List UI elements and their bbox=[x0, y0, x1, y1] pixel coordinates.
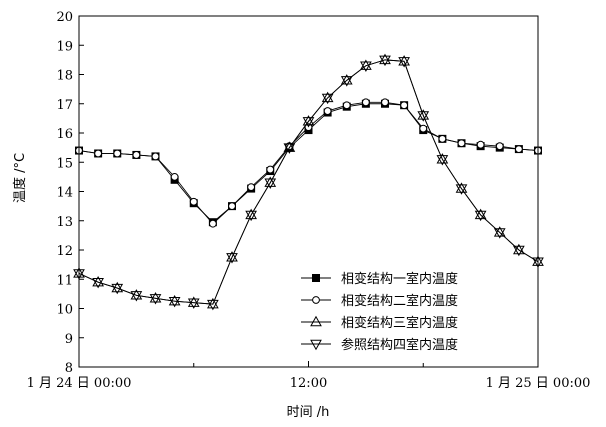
series-4-point-22 bbox=[493, 228, 506, 239]
y-tick-label-7: 15 bbox=[56, 156, 73, 171]
series-2-point-14 bbox=[342, 101, 351, 110]
x-axis-title: 时间 /h bbox=[287, 405, 330, 420]
series-2-point-1 bbox=[94, 149, 103, 158]
legend-label-1: 相变结构一室内温度 bbox=[341, 271, 458, 287]
series-4-line bbox=[78, 59, 539, 305]
legend-item-4: 参照结构四室内温度 bbox=[301, 337, 458, 353]
plot-area bbox=[73, 53, 544, 311]
series-2-point-10 bbox=[266, 165, 275, 174]
legend-marker-3 bbox=[310, 315, 322, 327]
series-4-point-17 bbox=[398, 57, 410, 68]
series-2-point-7 bbox=[208, 219, 217, 228]
legend-marker-1 bbox=[312, 274, 320, 282]
legend-item-2: 相变结构二室内温度 bbox=[301, 293, 458, 309]
series-3-point-20 bbox=[455, 182, 468, 193]
y-axis-title: 温度 /°C bbox=[12, 153, 28, 203]
legend-marker-4 bbox=[310, 339, 322, 351]
y-tick-label-0: 8 bbox=[65, 361, 73, 376]
series-4-point-9 bbox=[245, 210, 257, 222]
legend-label-4: 参照结构四室内温度 bbox=[341, 337, 458, 353]
series-3-point-14 bbox=[340, 74, 353, 85]
series-4-point-3 bbox=[130, 291, 143, 302]
series-2-point-5 bbox=[170, 172, 179, 181]
series-4-point-2 bbox=[111, 283, 124, 295]
series-3-point-16 bbox=[379, 53, 391, 65]
x-tick-label-2: 1 月 25 日 00:00 bbox=[486, 376, 591, 391]
series-2-point-21 bbox=[476, 140, 485, 149]
y-tick-label-10: 18 bbox=[56, 69, 73, 84]
series-3-point-6 bbox=[187, 296, 200, 307]
series-4-point-11 bbox=[283, 143, 296, 154]
series-3-point-18 bbox=[417, 109, 430, 120]
axes: 8 9 10 11 12 13 14 15 16 17 18 19 20 1 月 24 日 00:00 12… bbox=[27, 10, 591, 391]
legend-item-3: 相变结构三室内温度 bbox=[301, 315, 458, 331]
series-4-point-8 bbox=[226, 253, 238, 264]
y-tick-label-12: 20 bbox=[56, 10, 73, 25]
series-4-point-14 bbox=[340, 76, 353, 87]
series-4-point-10 bbox=[264, 178, 277, 189]
series-4-point-5 bbox=[168, 296, 181, 308]
series-2-point-4 bbox=[151, 152, 160, 161]
series-2-point-15 bbox=[361, 98, 370, 107]
y-tick-label-5: 13 bbox=[56, 215, 73, 230]
series-3-point-13 bbox=[321, 91, 334, 103]
y-tick-label-8: 16 bbox=[56, 127, 73, 142]
y-tick-label-9: 17 bbox=[56, 98, 73, 113]
series-2-point-2 bbox=[113, 149, 122, 158]
series-2-point-17 bbox=[400, 101, 409, 110]
series-3-point-21 bbox=[474, 208, 487, 220]
series-3-point-19 bbox=[436, 153, 449, 164]
series-3-point-17 bbox=[398, 55, 410, 66]
series-2-point-19 bbox=[438, 134, 447, 143]
series-4-point-12 bbox=[302, 117, 315, 128]
series-2-point-18 bbox=[419, 124, 428, 133]
series-4-point-7 bbox=[207, 299, 219, 311]
series-3-point-7 bbox=[207, 297, 219, 309]
series-4-point-23 bbox=[513, 245, 525, 257]
series-4-point-13 bbox=[321, 93, 334, 105]
series-3-point-11 bbox=[283, 141, 296, 152]
x-tick-label-1: 12:00 bbox=[290, 376, 327, 391]
series-2-point-22 bbox=[495, 142, 504, 151]
y-tick-label-6: 14 bbox=[56, 186, 73, 201]
series-2-point-3 bbox=[132, 151, 141, 159]
series-4-point-20 bbox=[455, 184, 468, 195]
series-2-point-9 bbox=[247, 183, 256, 192]
x-tick-label-0: 1 月 24 日 00:00 bbox=[27, 376, 132, 391]
legend-marker-2 bbox=[312, 296, 320, 304]
series-3-point-9 bbox=[245, 208, 257, 220]
series-2-point-20 bbox=[457, 139, 466, 148]
series-3-point-23 bbox=[513, 243, 525, 255]
series-2-point-23 bbox=[514, 145, 523, 153]
series-2-point-8 bbox=[228, 202, 236, 211]
series-2-point-16 bbox=[381, 98, 389, 107]
series-3-point-12 bbox=[302, 115, 315, 126]
series-4-point-21 bbox=[474, 210, 487, 222]
legend-label-2: 相变结构二室内温度 bbox=[341, 293, 458, 309]
series-4-point-19 bbox=[436, 155, 449, 166]
series-2-point-6 bbox=[189, 197, 198, 206]
y-tick-label-1: 9 bbox=[65, 332, 73, 347]
y-tick-label-2: 10 bbox=[56, 303, 73, 318]
series-4-point-16 bbox=[379, 55, 391, 67]
legend-item-1: 相变结构一室内温度 bbox=[301, 271, 458, 287]
series-4-point-1 bbox=[92, 277, 104, 289]
series-3-point-10 bbox=[264, 176, 277, 187]
series-3-point-22 bbox=[493, 226, 506, 237]
y-tick-label-4: 12 bbox=[56, 244, 73, 259]
series-4-point-6 bbox=[187, 298, 200, 309]
series-2-point-13 bbox=[323, 107, 332, 115]
legend-label-3: 相变结构三室内温度 bbox=[341, 315, 458, 331]
series-4-point-18 bbox=[417, 111, 430, 122]
series-3-point-8 bbox=[226, 251, 238, 262]
series-4 bbox=[73, 55, 544, 311]
y-tick-label-11: 19 bbox=[56, 39, 73, 54]
series-4-point-4 bbox=[149, 294, 162, 305]
y-tick-label-3: 11 bbox=[56, 273, 73, 288]
series-4-point-15 bbox=[360, 61, 372, 72]
